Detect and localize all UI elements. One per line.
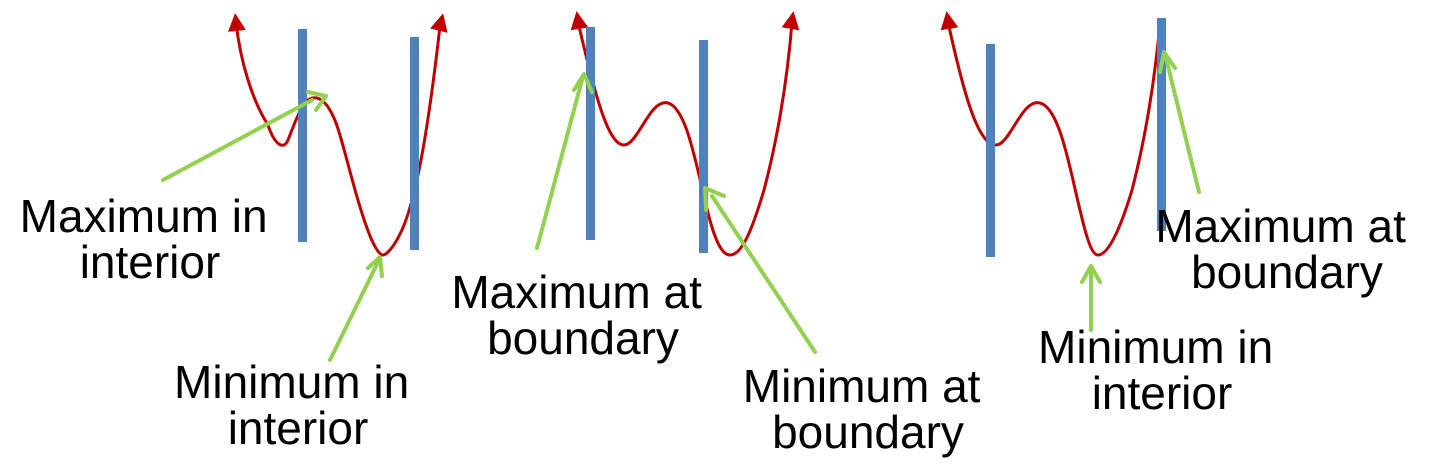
maximum-label: Maximum at boundary: [451, 266, 714, 364]
minimum-pointer-arrowhead: [366, 255, 384, 278]
function-curve: [576, 20, 794, 257]
left-boundary-line: [986, 44, 995, 257]
minimum-pointer-arrow: [710, 194, 817, 354]
maximum-pointer-arrow: [535, 78, 584, 250]
maximum-pointer-arrowhead: [306, 90, 328, 112]
curve-arrow-right: [781, 11, 800, 31]
maximum-label-line2: interior: [80, 236, 221, 288]
curve-arrow-left: [940, 11, 959, 31]
right-boundary-line: [1157, 18, 1166, 231]
minimum-label-line1: Minimum in: [1038, 321, 1273, 373]
minimum-label-line1: Minimum in: [174, 356, 409, 408]
right-boundary-line: [699, 40, 708, 253]
minimum-label-line2: interior: [1092, 367, 1233, 419]
minimum-label-line2: interior: [228, 402, 369, 454]
function-curve-left-branch: [227, 13, 270, 126]
maximum-label-line1: Maximum at: [1155, 200, 1406, 252]
function-curve: [946, 20, 1162, 257]
minimum-label: Minimum in interior: [1038, 321, 1286, 419]
panel-2: Maximum at boundary Minimum at boundary: [451, 11, 994, 458]
minimum-label-line1: Minimum at: [743, 360, 981, 412]
left-boundary-line: [298, 29, 307, 242]
maximum-label-line1: Maximum in: [20, 190, 268, 242]
minimum-pointer-arrow: [328, 260, 380, 362]
panel-1: Maximum in interior Minimum in interior: [20, 13, 448, 454]
maximum-label-line1: Maximum at: [451, 266, 702, 318]
maximum-pointer-arrow: [161, 98, 314, 182]
maximum-label-line2: boundary: [487, 312, 679, 364]
curve-arrow-left: [570, 11, 589, 31]
function-curve: [266, 24, 442, 257]
panel-3: Minimum in interior Maximum at boundary: [940, 11, 1418, 419]
minimum-label-line2: boundary: [772, 406, 964, 458]
minimum-pointer-arrowhead: [703, 186, 726, 212]
minimum-pointer-arrowhead: [1080, 264, 1102, 284]
right-boundary-line: [410, 37, 419, 250]
curve-arrow-right: [430, 13, 448, 33]
maximum-label-line2: boundary: [1191, 246, 1383, 298]
maximum-pointer-arrow: [1164, 56, 1201, 194]
left-boundary-line: [586, 27, 595, 240]
minimum-label: Minimum in interior: [174, 356, 422, 454]
maximum-label: Maximum at boundary: [1155, 200, 1418, 298]
maximum-pointer-arrowhead: [1158, 50, 1177, 74]
maximum-pointer-arrowhead: [572, 72, 594, 94]
minimum-label: Minimum at boundary: [743, 360, 994, 458]
maximum-label: Maximum in interior: [20, 190, 281, 288]
